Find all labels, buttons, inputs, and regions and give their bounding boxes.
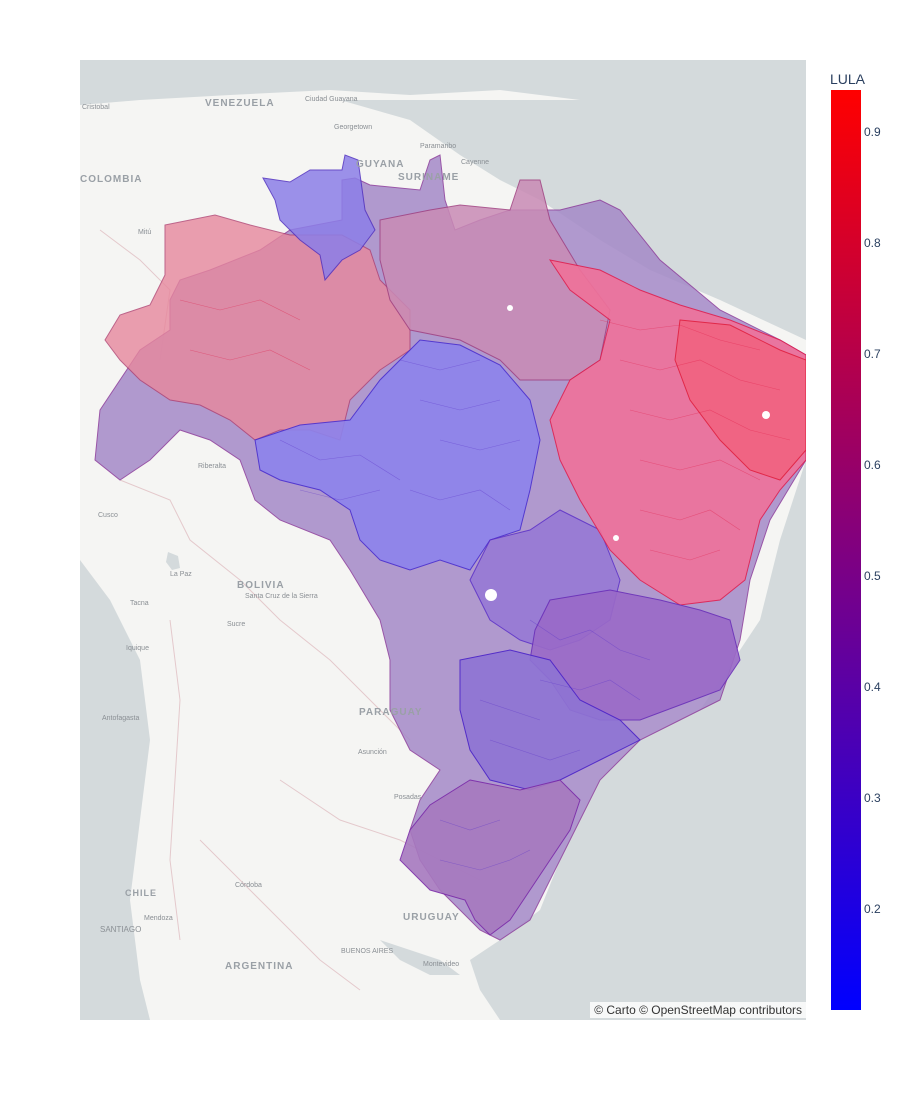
city-label: Paramaribo — [420, 143, 456, 150]
city-label: Mitú — [138, 229, 151, 236]
city-label: Cristobal — [82, 104, 110, 111]
city-label: Georgetown — [334, 124, 372, 131]
municipal-boundaries-red — [179, 299, 791, 561]
country-label-guyana: GUYANA — [356, 159, 404, 170]
brazil-missing-area — [762, 411, 770, 419]
city-label: Córdoba — [235, 882, 262, 889]
colorbar-tick: 0.6 — [864, 458, 881, 472]
colorbar-title: LULA — [830, 71, 866, 87]
city-label: Cusco — [98, 512, 118, 519]
country-label-uruguay: URUGUAY — [403, 912, 460, 923]
basemap: VENEZUELA COLOMBIA GUYANA SURINAME BOLIV… — [80, 60, 806, 1020]
city-label: Posadas — [394, 794, 422, 801]
city-label: Ciudad Guayana — [305, 96, 358, 103]
brazil-missing-area — [485, 589, 497, 601]
city-label: Santa Cruz de la Sierra — [245, 593, 318, 600]
city-label: Montevideo — [423, 961, 459, 968]
city-label: BUENOS AIRES — [341, 948, 393, 955]
brazil-missing-area — [507, 305, 513, 311]
brazil-region-mato-grosso[interactable] — [254, 339, 541, 571]
brazil-region-south[interactable] — [399, 779, 581, 936]
country-label-paraguay: PARAGUAY — [359, 707, 423, 718]
pacific-ocean — [80, 560, 150, 1020]
city-label: Iquique — [126, 645, 149, 652]
colorbar-tick: 0.8 — [864, 236, 881, 250]
colorbar-tick: 0.2 — [864, 902, 881, 916]
country-label-argentina: ARGENTINA — [225, 961, 293, 972]
brazil-region-ne-coast[interactable] — [674, 319, 806, 481]
rio-de-la-plata — [380, 940, 460, 975]
colorbar-tick: 0.5 — [864, 569, 881, 583]
country-label-chile: CHILE — [125, 888, 157, 898]
colorbar — [831, 90, 861, 1010]
city-label: Sucre — [227, 621, 245, 628]
brazil-region-roraima[interactable] — [262, 154, 376, 282]
city-label: La Paz — [170, 571, 192, 578]
brazil-missing-area — [613, 535, 619, 541]
city-label: SANTIAGO — [100, 925, 141, 934]
country-label-colombia: COLOMBIA — [80, 174, 142, 185]
caribbean-sea — [80, 60, 806, 105]
colorbar-tick: 0.7 — [864, 347, 881, 361]
city-label: Cayenne — [461, 159, 489, 166]
city-label: Tacna — [130, 600, 149, 607]
city-label: Asunción — [358, 749, 387, 756]
brazil-region-para[interactable] — [379, 179, 611, 381]
lake-titicaca — [166, 552, 180, 570]
country-label-bolivia: BOLIVIA — [237, 580, 285, 591]
map-attribution[interactable]: © Carto © OpenStreetMap contributors — [590, 1002, 806, 1018]
country-label-suriname: SURINAME — [398, 172, 459, 183]
map-panel[interactable]: VENEZUELA COLOMBIA GUYANA SURINAME BOLIV… — [80, 60, 806, 1020]
brazil-region-sao-paulo[interactable] — [459, 649, 641, 791]
brazil-choropleth[interactable] — [94, 154, 806, 941]
atlantic-ocean — [340, 100, 806, 1020]
city-label: Riberalta — [198, 463, 226, 470]
colorbar-tick: 0.9 — [864, 125, 881, 139]
colorbar-tick: 0.3 — [864, 791, 881, 805]
city-label: Antofagasta — [102, 715, 139, 722]
municipal-boundaries — [279, 359, 651, 871]
city-label: Mendoza — [144, 915, 173, 922]
colorbar-tick: 0.4 — [864, 680, 881, 694]
country-label-venezuela: VENEZUELA — [205, 98, 275, 109]
country-borders — [99, 229, 481, 991]
